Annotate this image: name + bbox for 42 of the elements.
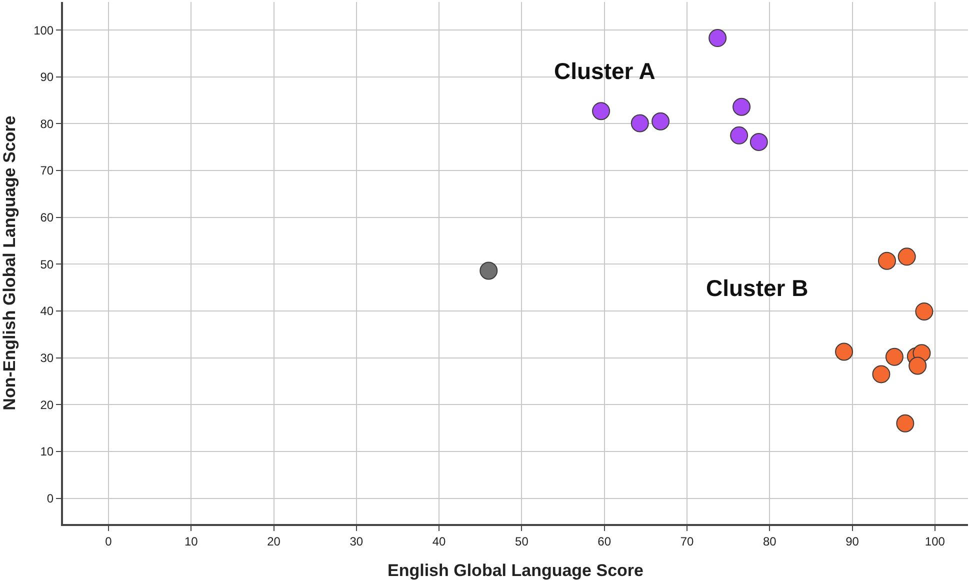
- x-axis-title: English Global Language Score: [388, 561, 644, 580]
- y-tick-label: 0: [46, 491, 54, 506]
- point: [732, 98, 751, 116]
- y-tick-label: 80: [40, 116, 54, 131]
- x-tick-label: 40: [432, 534, 446, 548]
- x-tick-label: 30: [350, 534, 364, 548]
- x-tick-label: 80: [762, 534, 777, 548]
- y-tick-label: 70: [40, 164, 54, 178]
- text: Cluster B: [706, 275, 808, 301]
- point: [592, 102, 610, 120]
- y-tick-label: 60: [40, 210, 54, 225]
- point: [652, 112, 670, 130]
- y-tick-label: 90: [40, 70, 54, 84]
- y-tick-label: 50: [40, 257, 54, 272]
- point: [730, 126, 748, 144]
- point: [835, 342, 854, 361]
- point: [885, 348, 904, 366]
- point: [872, 365, 890, 384]
- y-axis-title: Non-English Global Language Score: [0, 116, 19, 410]
- point: [708, 29, 727, 48]
- point: [878, 252, 896, 270]
- y-tick-label: 20: [40, 398, 54, 412]
- point: [750, 132, 768, 151]
- y-tick-label: 40: [40, 304, 54, 318]
- point: [480, 262, 498, 280]
- x-tick-label: 90: [846, 534, 860, 548]
- x-tick-label: 10: [184, 534, 198, 548]
- point: [898, 248, 916, 266]
- point: [630, 114, 649, 132]
- y-tick-label: 100: [34, 23, 54, 38]
- series-label: Cluster A: [554, 58, 656, 84]
- x-tick-label: 20: [267, 534, 281, 548]
- x-tick-label: 60: [598, 534, 612, 548]
- point: [896, 414, 914, 432]
- x-tick-label: 50: [515, 534, 529, 548]
- x-tick-label: 70: [680, 534, 694, 548]
- y-tick-label: 30: [40, 351, 54, 365]
- point: [915, 302, 934, 320]
- x-tick-label: 100: [924, 534, 946, 548]
- y-tick-label: 10: [40, 444, 54, 459]
- point: [908, 356, 927, 375]
- x-tick-label: 0: [105, 534, 112, 548]
